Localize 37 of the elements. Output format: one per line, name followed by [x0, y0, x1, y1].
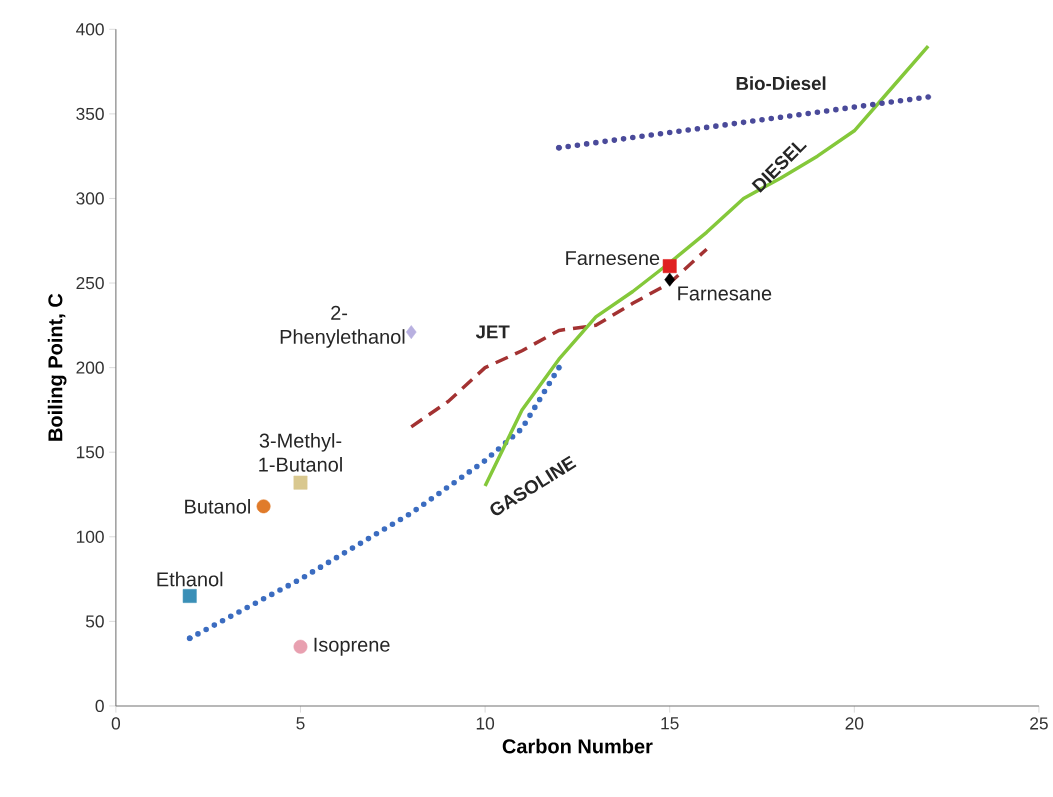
point	[182, 589, 197, 604]
point	[293, 475, 308, 490]
point	[256, 499, 271, 514]
series-label: Butanol	[185, 499, 250, 514]
x-tick-label: 10	[476, 717, 495, 730]
series-label: JET	[475, 325, 510, 339]
x-tick-label: 0	[111, 717, 121, 730]
x-tick-label: 15	[661, 717, 679, 730]
point	[405, 325, 417, 340]
y-tick-label: 200	[76, 361, 104, 374]
x-tick-label: 20	[845, 717, 864, 730]
y-tick-label: 50	[85, 615, 104, 628]
y-tick-label: 0	[95, 700, 104, 713]
y-tick-label: 100	[76, 530, 104, 544]
y-tick-label: 400	[76, 23, 104, 36]
y-tick-label: 250	[76, 277, 104, 290]
y-tick-label: 150	[76, 446, 104, 459]
point	[186, 635, 193, 642]
y-tick-label: 350	[76, 107, 104, 121]
point	[556, 364, 562, 371]
point	[664, 272, 675, 287]
series-label: Bio-Diesel	[736, 76, 826, 91]
series-label: Ethanol	[157, 571, 223, 587]
y-tick-label: 300	[76, 192, 104, 205]
point	[662, 259, 677, 274]
point	[556, 145, 562, 151]
series-label: Farnesene	[566, 251, 660, 266]
point	[925, 94, 932, 101]
x-tick-label: 5	[296, 717, 305, 730]
x-axis-title: Carbon Number	[502, 738, 653, 754]
series-label: Isoprene	[314, 638, 390, 656]
series-label: Farnesane	[678, 286, 772, 301]
series-label: 3-Methyl-1-Butanol	[259, 433, 342, 472]
x-tick-label: 25	[1030, 717, 1048, 730]
y-axis-title: Boiling Point, C	[47, 294, 67, 441]
point	[293, 640, 308, 654]
series-label: 2-Phenylethanol	[280, 305, 405, 349]
